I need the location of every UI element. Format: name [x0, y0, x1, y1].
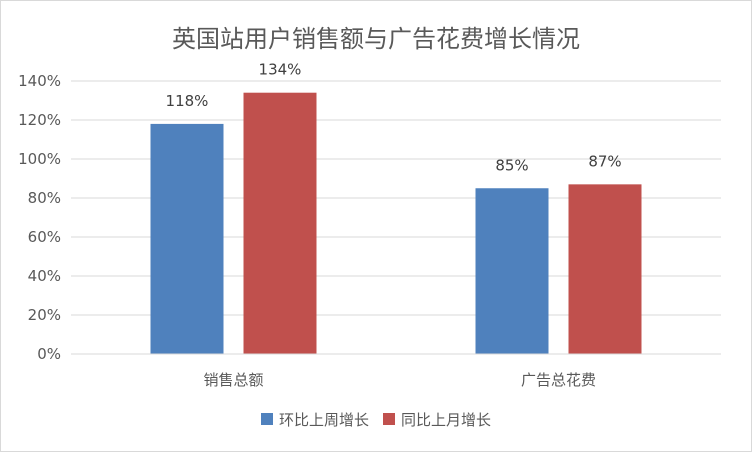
y-tick-label: 60%: [28, 228, 61, 246]
x-category-label: 广告总花费: [521, 371, 596, 389]
bar-series-1-category-1: [150, 123, 224, 355]
bars: 118% 134% 85% 87%: [150, 61, 642, 355]
y-tick-label: 40%: [28, 267, 61, 285]
y-tick-label: 100%: [18, 150, 61, 168]
y-axis: 0% 20% 40% 60% 80% 100% 120% 140%: [18, 72, 61, 363]
bar-series-2-category-2: [568, 184, 642, 354]
chart-title: 英国站用户销售额与广告花费增长情况: [172, 25, 580, 53]
x-category-label: 销售总额: [203, 371, 263, 389]
y-tick-label: 120%: [18, 111, 61, 129]
y-tick-label: 80%: [28, 189, 61, 207]
data-label: 85%: [495, 156, 528, 174]
data-label: 134%: [259, 61, 302, 79]
data-label: 87%: [588, 152, 621, 170]
y-tick-label: 20%: [28, 306, 61, 324]
bar-series-2-category-1: [243, 92, 317, 354]
legend-label-1: 环比上周增长: [279, 411, 369, 429]
x-axis: 销售总额 广告总花费: [71, 353, 721, 389]
y-tick-label: 140%: [18, 72, 61, 90]
legend: 环比上周增长 同比上月增长: [261, 411, 491, 429]
bar-series-1-category-2: [475, 188, 549, 354]
legend-swatch-2: [383, 413, 395, 425]
legend-label-2: 同比上月增长: [401, 411, 491, 429]
data-label: 118%: [166, 92, 209, 110]
legend-swatch-1: [261, 413, 273, 425]
y-tick-label: 0%: [37, 345, 61, 363]
